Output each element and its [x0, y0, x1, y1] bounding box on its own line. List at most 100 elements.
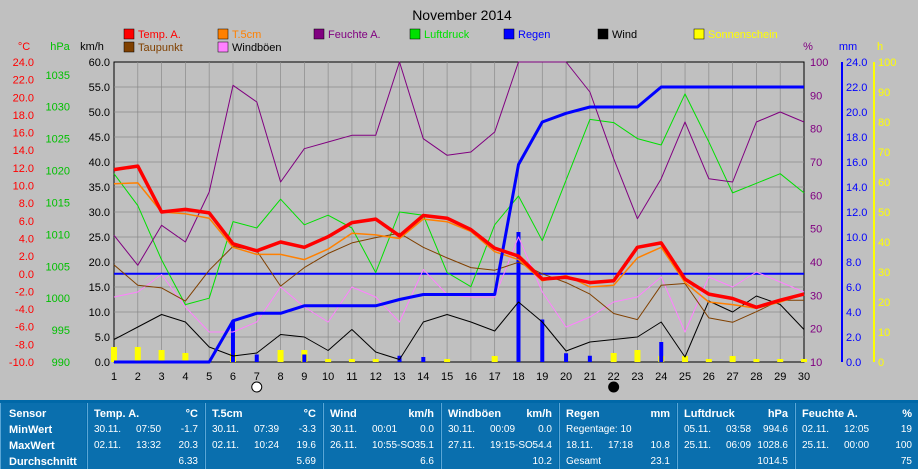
- stat-date: 02.11.: [212, 440, 240, 451]
- stat-time: 06:09: [726, 440, 752, 451]
- pct-tick: 60: [810, 190, 822, 202]
- rain-bar: [516, 232, 521, 362]
- stat-unit: °C: [185, 408, 198, 420]
- panel-pressure: Luftdruck hPa 05.11. 03:58 994.6 25.11. …: [677, 403, 794, 469]
- x-tick: 19: [536, 371, 548, 383]
- weather-chart: November 2014 °C hPa km/h % mm h Temp. A…: [8, 7, 897, 393]
- stat-label: Durchschnitt: [9, 456, 77, 468]
- temperature-line: [113, 164, 805, 310]
- rain-bar: [302, 354, 307, 362]
- x-tick: 12: [370, 371, 382, 383]
- kmh-tick: 15.0: [89, 282, 110, 294]
- stat-date: 18.11.: [566, 440, 594, 451]
- stat-date: 25.11.: [802, 440, 830, 451]
- stat-value: -1.7: [180, 424, 198, 435]
- moon-markers: [251, 381, 620, 393]
- x-tick: 16: [465, 371, 477, 383]
- temp-tick: -2.0: [15, 286, 34, 298]
- x-tick: 20: [560, 371, 572, 383]
- sunshine-bar: [682, 356, 689, 362]
- x-tick: 18: [512, 371, 524, 383]
- chart-title: November 2014: [412, 7, 512, 23]
- rain-bar: [230, 320, 235, 362]
- stat-value: 5.69: [296, 456, 316, 467]
- x-axis: 1 2 3 4 5 6 7 8 9 10 11 12 13 14 15 16 17 18 19 20 21 22 23 24 2…: [111, 371, 810, 383]
- legend: Temp. A. T.5cm Feuchte A. Luftdruck Regen Win…: [123, 28, 778, 54]
- x-tick: 24: [655, 371, 667, 383]
- stat-label: MinWert: [9, 424, 53, 436]
- h-tick: 70: [878, 147, 890, 159]
- x-tick: 5: [206, 371, 212, 383]
- stat-header: Wind: [330, 408, 357, 420]
- kmh-tick: 5.0: [95, 332, 110, 344]
- mm-tick: 18.0: [846, 132, 867, 144]
- mm-tick: 4.0: [846, 307, 861, 319]
- legend-swatch: [693, 28, 705, 40]
- stat-header: Sensor: [9, 408, 47, 420]
- hpa-tick: 1000: [46, 293, 70, 305]
- h-tick: 80: [878, 117, 890, 129]
- stat-time: 10:55-SO: [372, 440, 415, 451]
- stat-date: 02.11.: [802, 424, 830, 435]
- mm-tick: 16.0: [846, 157, 867, 169]
- pressure-line: [113, 93, 805, 306]
- stat-date: 30.11.: [212, 424, 240, 435]
- h-axis-unit: h: [877, 41, 883, 53]
- stat-value: 0.0: [420, 424, 434, 435]
- legend-label: Feuchte A.: [328, 29, 381, 41]
- pct-tick: 90: [810, 90, 822, 102]
- panel-t5cm: T.5cm °C 30.11. 07:39 -3.3 02.11. 10:24 …: [205, 403, 322, 469]
- stat-time: 07:39: [254, 424, 280, 435]
- kmh-tick: 30.0: [89, 207, 110, 219]
- new-moon-icon: [608, 381, 620, 393]
- x-tick: 28: [750, 371, 762, 383]
- mm-tick: 14.0: [846, 182, 867, 194]
- kmh-tick: 40.0: [89, 157, 110, 169]
- stat-value: 100: [895, 440, 912, 451]
- x-tick: 4: [182, 371, 188, 383]
- legend-label: T.5cm: [232, 29, 261, 41]
- stat-value: 75: [900, 456, 912, 467]
- stat-value: 1014.5: [757, 456, 788, 467]
- mm-tick: 22.0: [846, 82, 867, 94]
- temp-tick: 0.0: [19, 269, 34, 281]
- hpa-axis-unit: hPa: [50, 41, 70, 53]
- rain-bar: [540, 319, 545, 362]
- x-tick: 22: [608, 371, 620, 383]
- legend-swatch: [123, 41, 135, 53]
- temp-tick: 2.0: [19, 251, 34, 263]
- kmh-tick: 60.0: [89, 57, 110, 69]
- hpa-tick: 1015: [46, 197, 70, 209]
- pct-tick: 10: [810, 357, 822, 369]
- stat-time: 00:01: [372, 424, 398, 435]
- temp-tick: 20.0: [13, 92, 34, 104]
- mm-tick: 10.0: [846, 232, 867, 244]
- stat-label: MaxWert: [9, 440, 55, 452]
- legend-label: Windböen: [232, 42, 282, 54]
- h-tick: 40: [878, 237, 890, 249]
- stat-date: 30.11.: [330, 424, 358, 435]
- t5cm-line: [113, 182, 805, 309]
- temp-tick: 12.0: [13, 163, 34, 175]
- rain-cumulative-line: [114, 85, 804, 364]
- pct-tick: 30: [810, 290, 822, 302]
- sunshine-bar: [325, 359, 332, 362]
- mm-tick: 6.0: [846, 282, 861, 294]
- stat-header: Regen: [566, 408, 600, 420]
- x-tick: 29: [774, 371, 786, 383]
- mm-tick: 0.0: [846, 357, 861, 369]
- stat-total-label: Gesamt: [566, 456, 602, 467]
- x-tick: 9: [301, 371, 307, 383]
- kmh-tick: 0.0: [95, 357, 110, 369]
- stat-value: 1028.6: [757, 440, 788, 451]
- legend-label: Regen: [518, 29, 550, 41]
- sunshine-bar: [753, 359, 760, 362]
- h-tick: 60: [878, 177, 890, 189]
- stat-header: Windböen: [448, 408, 502, 420]
- temp-tick: -6.0: [15, 322, 34, 334]
- stat-value: 6.33: [178, 456, 198, 467]
- legend-label: Taupunkt: [138, 42, 183, 54]
- stat-time: 12:05: [844, 424, 870, 435]
- stat-unit: °C: [303, 408, 316, 420]
- temp-tick: -10.0: [9, 357, 34, 369]
